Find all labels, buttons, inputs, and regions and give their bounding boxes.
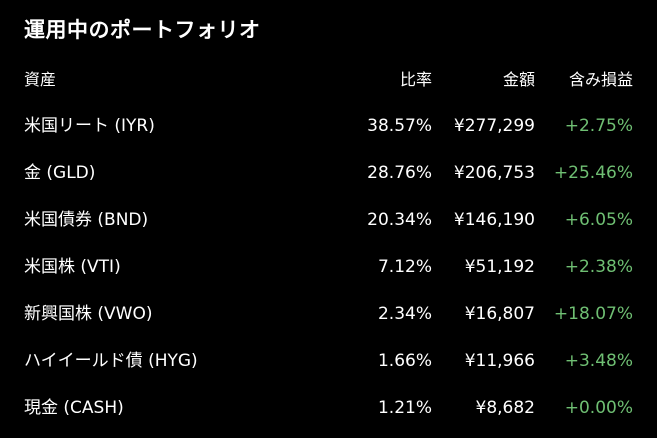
- asset-gain: +2.38%: [564, 257, 633, 277]
- asset-name: 米国リート (IYR): [24, 116, 155, 136]
- table-row[interactable]: 米国リート (IYR) 38.57% ¥277,299 +2.75%: [0, 103, 657, 150]
- asset-gain: +0.00%: [564, 398, 633, 418]
- asset-ratio: 2.34%: [377, 304, 432, 324]
- asset-gain: +3.48%: [564, 351, 633, 371]
- asset-amount: ¥146,190: [453, 210, 535, 230]
- asset-name: 米国債券 (BND): [24, 210, 149, 230]
- table-row[interactable]: 米国債券 (BND) 20.34% ¥146,190 +6.05%: [0, 197, 657, 244]
- page-title: 運用中のポートフォリオ: [24, 18, 261, 42]
- asset-ratio: 1.21%: [377, 398, 432, 418]
- asset-name: 新興国株 (VWO): [24, 304, 153, 324]
- asset-amount: ¥206,753: [453, 163, 535, 183]
- asset-ratio: 7.12%: [377, 257, 432, 277]
- asset-amount: ¥277,299: [453, 116, 535, 136]
- column-header-asset: 資産: [24, 70, 57, 89]
- asset-name: 金 (GLD): [24, 163, 96, 183]
- asset-amount: ¥11,966: [464, 351, 535, 371]
- asset-amount: ¥16,807: [464, 304, 535, 324]
- table-row[interactable]: 金 (GLD) 28.76% ¥206,753 +25.46%: [0, 150, 657, 197]
- asset-name: 現金 (CASH): [24, 398, 124, 418]
- column-header-amount: 金額: [502, 70, 535, 89]
- asset-gain: +18.07%: [553, 304, 633, 324]
- table-header: 資産 比率 金額 含み損益: [0, 56, 657, 103]
- asset-gain: +25.46%: [553, 163, 633, 183]
- table-row[interactable]: 現金 (CASH) 1.21% ¥8,682 +0.00%: [0, 385, 657, 432]
- column-header-gain: 含み損益: [568, 70, 633, 89]
- asset-amount: ¥51,192: [464, 257, 535, 277]
- portfolio-table: 資産 比率 金額 含み損益 米国リート (IYR) 38.57% ¥277,29…: [0, 56, 657, 432]
- table-row[interactable]: 新興国株 (VWO) 2.34% ¥16,807 +18.07%: [0, 291, 657, 338]
- table-row[interactable]: 米国株 (VTI) 7.12% ¥51,192 +2.38%: [0, 244, 657, 291]
- asset-ratio: 1.66%: [377, 351, 432, 371]
- column-header-ratio: 比率: [399, 70, 432, 89]
- asset-ratio: 38.57%: [367, 116, 432, 136]
- asset-ratio: 20.34%: [367, 210, 432, 230]
- asset-amount: ¥8,682: [475, 398, 535, 418]
- asset-ratio: 28.76%: [367, 163, 432, 183]
- asset-name: 米国株 (VTI): [24, 257, 121, 277]
- asset-name: ハイイールド債 (HYG): [24, 351, 198, 371]
- asset-gain: +2.75%: [564, 116, 633, 136]
- table-row[interactable]: ハイイールド債 (HYG) 1.66% ¥11,966 +3.48%: [0, 338, 657, 385]
- asset-gain: +6.05%: [564, 210, 633, 230]
